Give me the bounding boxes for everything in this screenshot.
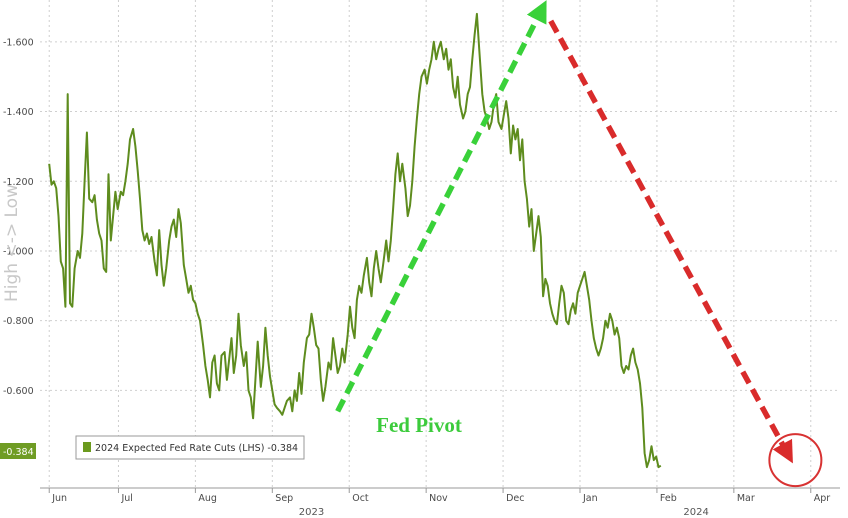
pivot-up-arrow (335, 0, 547, 413)
y-axis-title: High <-> Low (2, 184, 22, 302)
last-value-badge: -0.384 (0, 443, 36, 459)
series (48, 12, 662, 469)
x-tick-label: Apr (814, 493, 831, 504)
y-tick-label: -1.200 (3, 177, 34, 188)
last-point-circle (768, 433, 823, 488)
series-line (48, 12, 662, 469)
year-label: 2024 (683, 507, 708, 518)
last-value-label: -0.384 (3, 447, 34, 458)
x-tick-label: Mar (737, 493, 755, 504)
legend-label: 2024 Expected Fed Rate Cuts (LHS) -0.384 (95, 443, 298, 454)
annotations: Fed Pivot (335, 0, 823, 488)
y-tick-label: -0.600 (3, 386, 34, 397)
x-axis: Jun Jul Aug Sep Oct Nov Dec Jan Feb Mar Apr 2023 202… (40, 487, 840, 518)
x-tick-label: Sep (275, 493, 293, 504)
x-tick-label: Jul (120, 493, 132, 504)
x-tick-label: Dec (506, 493, 524, 504)
y-tick-label: -0.800 (3, 316, 34, 327)
pivot-down-arrow (548, 19, 793, 464)
legend-swatch (83, 442, 91, 452)
legend: 2024 Expected Fed Rate Cuts (LHS) -0.384 (75, 435, 305, 460)
y-tick-label: -1.000 (3, 246, 34, 257)
last-value-bg (0, 443, 36, 459)
x-tick-label: Aug (198, 493, 217, 504)
legend-box (75, 435, 305, 460)
x-tick-label: Jan (582, 493, 598, 504)
year-label: 2023 (299, 507, 324, 518)
fed-pivot-label: Fed Pivot (376, 413, 462, 437)
x-tick-label: Jun (51, 493, 67, 504)
y-axis: -1.600 -1.400 -1.200 -1.000 -0.800 -0.600 (3, 37, 34, 397)
x-tick-label: Oct (352, 493, 369, 504)
x-tick-label: Feb (660, 493, 677, 504)
x-tick-label: Nov (429, 493, 448, 504)
y-tick-label: -1.600 (3, 37, 34, 48)
y-tick-label: -1.400 (3, 107, 34, 118)
grid (40, 0, 840, 488)
